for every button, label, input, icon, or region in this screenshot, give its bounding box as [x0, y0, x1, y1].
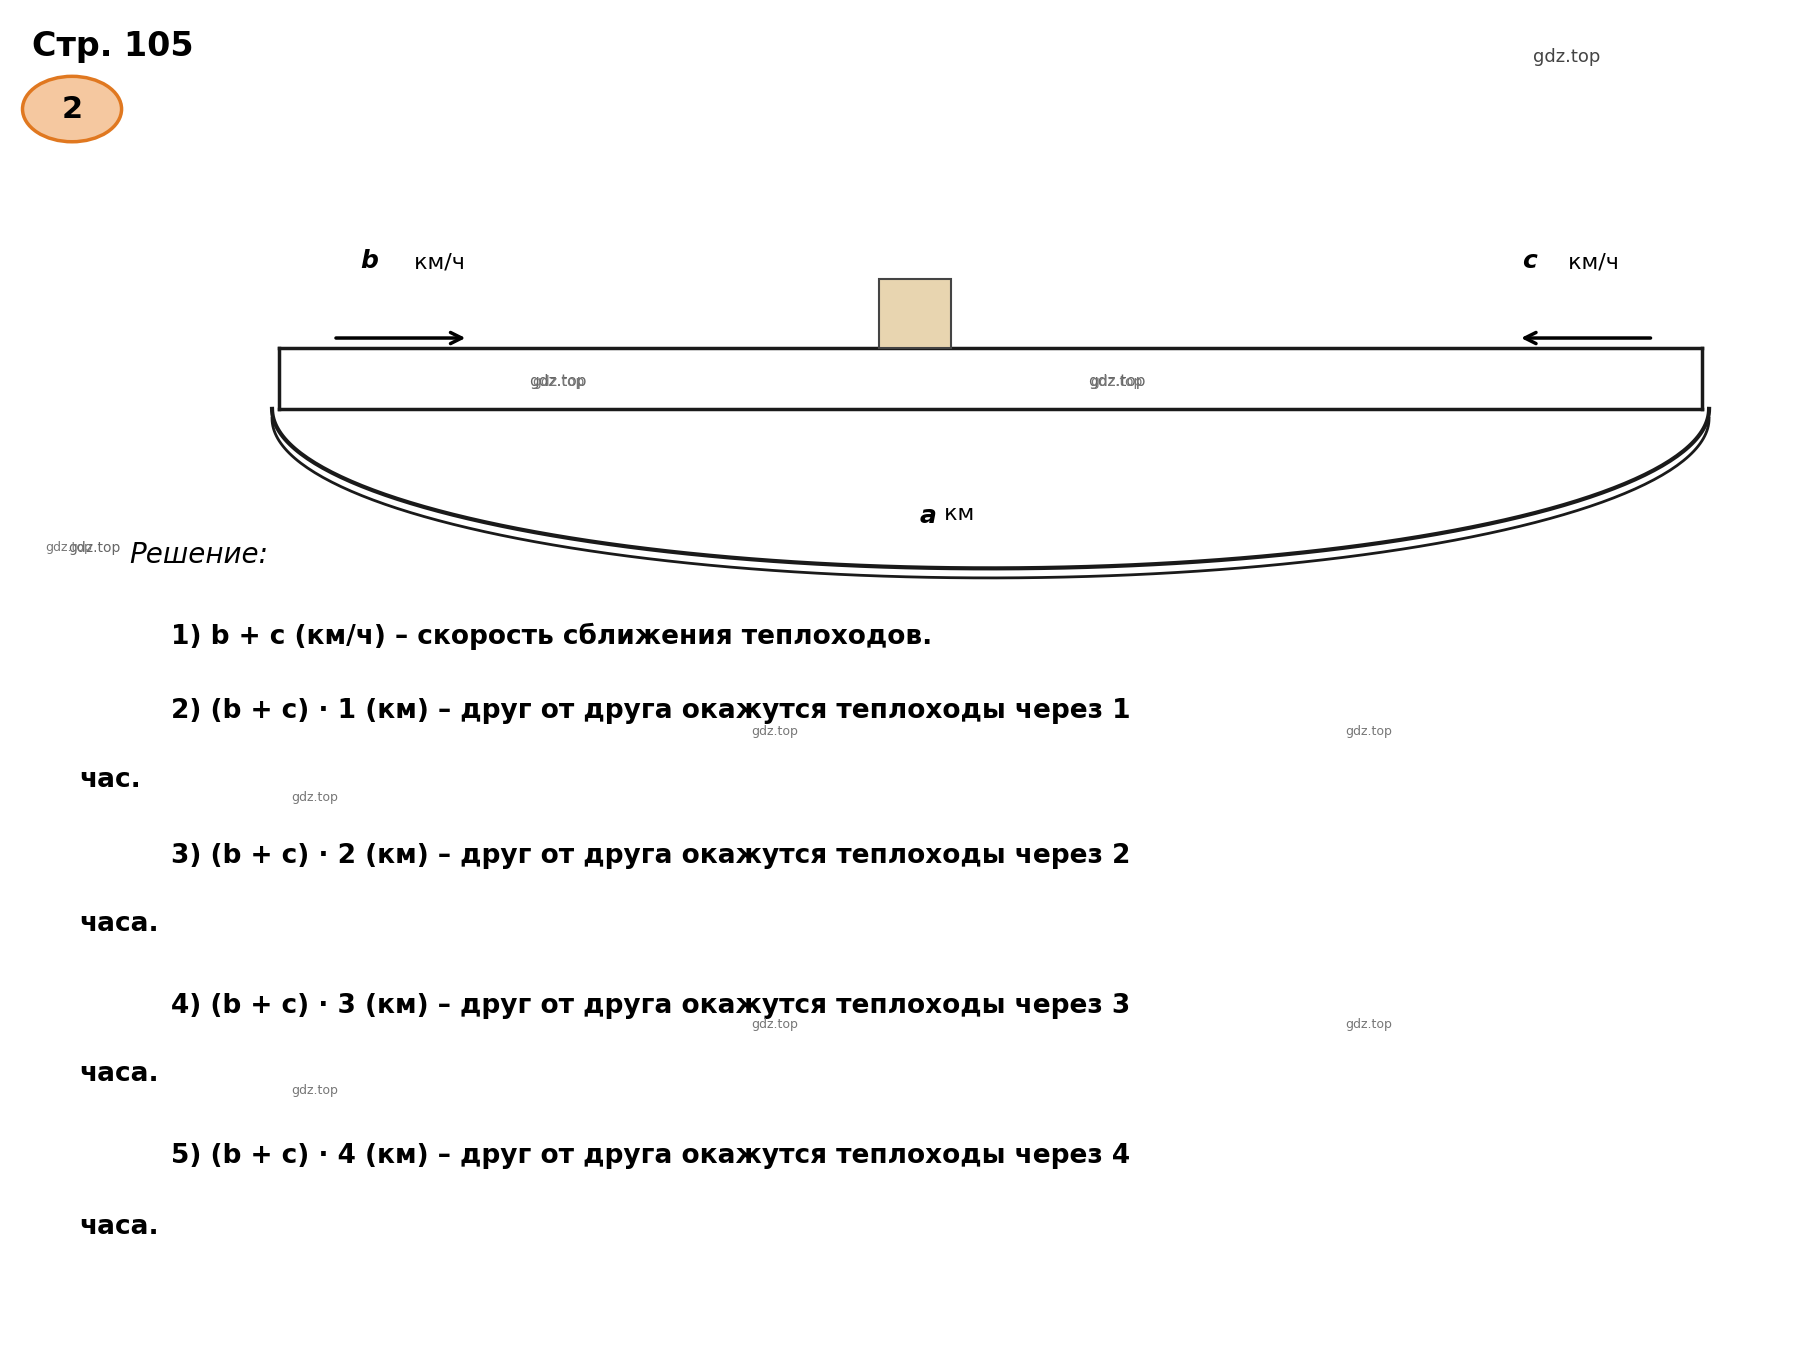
Text: часа.: часа. — [79, 1060, 158, 1088]
Text: gdz.top: gdz.top — [1345, 725, 1392, 739]
Text: 5) (b + c) · 4 (км) – друг от друга окажутся теплоходы через 4: 5) (b + c) · 4 (км) – друг от друга окаж… — [171, 1142, 1131, 1169]
Bar — [279, 348, 1702, 409]
Text: gdz.top: gdz.top — [45, 541, 92, 555]
Text: Решение:: Решение: — [130, 541, 268, 568]
Text: gdz.top: gdz.top — [751, 725, 798, 739]
Text: часа.: часа. — [79, 910, 158, 938]
Text: gdz.top: gdz.top — [1345, 1018, 1392, 1032]
Text: c: c — [1522, 248, 1536, 273]
Ellipse shape — [22, 76, 122, 142]
Text: gdz.top: gdz.top — [529, 373, 587, 390]
Text: км: км — [937, 504, 974, 525]
Text: gdz.top: gdz.top — [1090, 375, 1144, 388]
Text: 4) (b + c) · 3 (км) – друг от друга окажутся теплоходы через 3: 4) (b + c) · 3 (км) – друг от друга окаж… — [171, 992, 1131, 1020]
Text: км/ч: км/ч — [407, 252, 465, 273]
Text: часа.: часа. — [79, 1213, 158, 1240]
Text: gdz.top: gdz.top — [751, 1018, 798, 1032]
Text: a: a — [920, 504, 937, 529]
Text: час.: час. — [79, 766, 140, 793]
Text: gdz.top: gdz.top — [1533, 48, 1601, 65]
Text: 2) (b + c) · 1 (км) – друг от друга окажутся теплоходы через 1: 2) (b + c) · 1 (км) – друг от друга окаж… — [171, 698, 1131, 725]
Text: gdz.top: gdz.top — [292, 1084, 339, 1097]
Text: 1) b + c (км/ч) – скорость сближения теплоходов.: 1) b + c (км/ч) – скорость сближения теп… — [171, 623, 933, 650]
Text: gdz.top: gdz.top — [68, 541, 121, 555]
Text: Стр. 105: Стр. 105 — [32, 30, 195, 63]
Text: gdz.top: gdz.top — [292, 791, 339, 804]
Text: gdz.top: gdz.top — [531, 375, 585, 388]
Text: b: b — [360, 248, 378, 273]
Bar — [879, 279, 951, 348]
Text: 2: 2 — [61, 94, 83, 124]
Text: км/ч: км/ч — [1561, 252, 1619, 273]
Text: gdz.top: gdz.top — [1088, 373, 1145, 390]
Text: 3) (b + c) · 2 (км) – друг от друга окажутся теплоходы через 2: 3) (b + c) · 2 (км) – друг от друга окаж… — [171, 842, 1131, 870]
